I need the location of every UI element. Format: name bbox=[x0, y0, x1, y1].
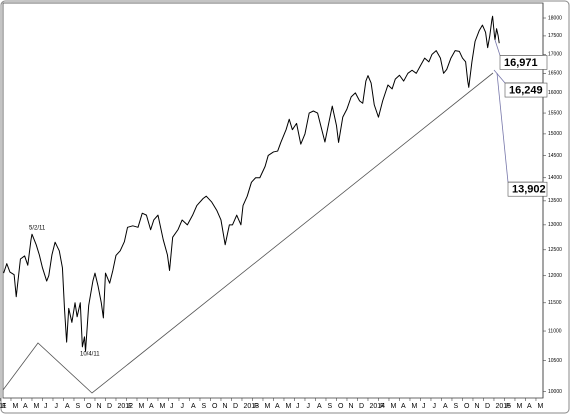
annotation: 10/4/11 bbox=[80, 352, 100, 358]
x-tick-label: S bbox=[201, 403, 206, 410]
x-tick-label: A bbox=[191, 403, 196, 410]
y-tick-label: 10500 bbox=[548, 358, 562, 364]
x-tick-label: J bbox=[54, 403, 58, 410]
x-tick-label: J bbox=[180, 403, 184, 410]
y-tick-label: 17500 bbox=[548, 33, 562, 39]
level-box bbox=[499, 55, 548, 70]
x-tick-label: 2014 bbox=[369, 403, 385, 410]
y-tick-label: 12500 bbox=[548, 247, 562, 253]
x-tick-label: D bbox=[485, 403, 490, 410]
x-tick-label: O bbox=[338, 403, 344, 410]
y-tick-label: 12000 bbox=[548, 273, 562, 279]
x-tick-label: 2013 bbox=[243, 403, 259, 410]
x-tick-label: 2015 bbox=[495, 403, 511, 410]
x-tick-label: D bbox=[107, 403, 112, 410]
x-tick-label: F bbox=[128, 403, 132, 410]
x-tick-label: J bbox=[422, 403, 426, 410]
x-tick-label: J bbox=[306, 403, 310, 410]
x-tick-label: M bbox=[138, 403, 144, 410]
y-tick-label: 15500 bbox=[548, 110, 562, 116]
x-tick-label: 2011 bbox=[0, 403, 7, 410]
x-tick-label: M bbox=[12, 403, 18, 410]
x-tick-label: J bbox=[432, 403, 436, 410]
x-tick-label: D bbox=[359, 403, 364, 410]
x-tick-label: J bbox=[44, 403, 48, 410]
y-tick-label: 13000 bbox=[548, 222, 562, 228]
x-tick-label: A bbox=[23, 403, 28, 410]
y-tick-label: 11000 bbox=[548, 328, 562, 334]
y-tick-label: 16000 bbox=[548, 90, 562, 96]
y-tick-label: 16500 bbox=[548, 71, 562, 77]
x-tick-label: A bbox=[149, 403, 154, 410]
x-tick-label: A bbox=[275, 403, 280, 410]
y-tick-label: 15000 bbox=[548, 131, 562, 137]
x-tick-label: J bbox=[170, 403, 174, 410]
x-tick-label: O bbox=[464, 403, 470, 410]
x-tick-label: A bbox=[65, 403, 70, 410]
x-tick-label: 2012 bbox=[117, 403, 133, 410]
x-tick-label: O bbox=[212, 403, 218, 410]
x-tick-label: N bbox=[474, 403, 479, 410]
x-tick-label: M bbox=[264, 403, 270, 410]
x-tick-label: M bbox=[411, 403, 417, 410]
x-tick-label: F bbox=[380, 403, 384, 410]
plot bbox=[3, 15, 500, 352]
x-tick-label: A bbox=[401, 403, 406, 410]
y-tick-label: 17000 bbox=[548, 52, 562, 58]
x-tick-label: A bbox=[443, 403, 448, 410]
level-label: 16,249 bbox=[509, 84, 543, 96]
x-tick-label: D bbox=[233, 403, 238, 410]
level-connector bbox=[493, 69, 506, 84]
y-tick-label: 10000 bbox=[548, 389, 562, 395]
x-tick-label: N bbox=[222, 403, 227, 410]
x-tick-label: M bbox=[33, 403, 39, 410]
x-tick-label: N bbox=[96, 403, 101, 410]
x-tick-label: A bbox=[527, 403, 532, 410]
y-tick-label: 14500 bbox=[548, 153, 562, 159]
trend-lines bbox=[2, 72, 494, 394]
level-label: 16,971 bbox=[504, 57, 538, 69]
x-tick-label: F bbox=[2, 403, 6, 410]
x-tick-label: S bbox=[327, 403, 332, 410]
level-label: 13,902 bbox=[512, 184, 546, 196]
x-tick-label: S bbox=[453, 403, 458, 410]
price-line bbox=[3, 15, 500, 352]
x-tick-label: M bbox=[516, 403, 522, 410]
level-connector bbox=[494, 39, 501, 56]
x-tick-label: M bbox=[390, 403, 396, 410]
level-connector bbox=[496, 72, 509, 183]
y-tick-label: 13500 bbox=[548, 198, 562, 204]
x-tick-label: A bbox=[317, 403, 322, 410]
y-tick-label: 11500 bbox=[548, 300, 562, 306]
x-tick-label: O bbox=[86, 403, 92, 410]
x-tick-label: F bbox=[254, 403, 258, 410]
x-tick-label: J bbox=[296, 403, 300, 410]
x-tick-label: N bbox=[348, 403, 353, 410]
x-tick-label: M bbox=[285, 403, 291, 410]
y-tick-label: 18000 bbox=[548, 15, 562, 21]
x-tick-label: M bbox=[159, 403, 165, 410]
y-tick-label: 14000 bbox=[548, 175, 562, 181]
level-box bbox=[507, 181, 548, 197]
x-tick-label: S bbox=[75, 403, 80, 410]
annotation: 5/2/11 bbox=[29, 226, 46, 232]
level-box bbox=[504, 82, 548, 98]
x-tick-label: F bbox=[506, 403, 510, 410]
x-tick-label: M bbox=[537, 403, 543, 410]
